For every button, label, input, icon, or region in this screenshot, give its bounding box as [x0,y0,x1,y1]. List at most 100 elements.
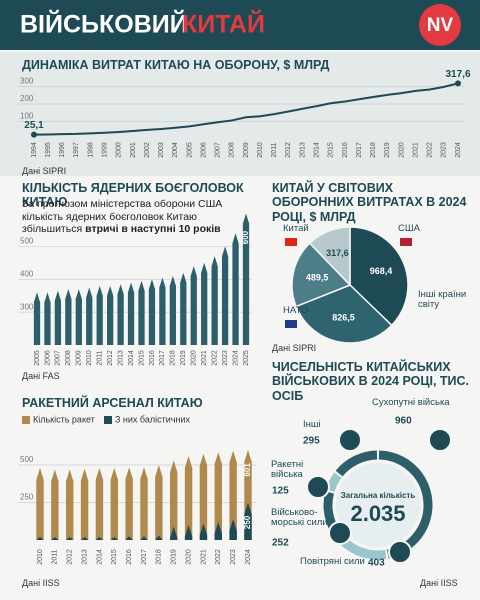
bar [214,522,222,540]
bar [80,468,89,540]
bar [66,537,74,540]
x-tick-label: 2005 [34,350,41,366]
x-tick-label: 2011 [271,142,278,157]
category-name: Сухопутні війська [372,397,450,408]
legend-label: Кількість ракет [33,414,95,424]
source: Дані IISS [22,578,60,588]
x-tick-label: 1995 [45,142,52,158]
x-tick-label: 2016 [126,549,133,565]
total-value: 2.035 [350,501,405,526]
bar [54,290,62,345]
bar [199,453,208,540]
bar [36,468,44,540]
bar [96,285,103,345]
x-tick-label: 2020 [185,549,192,565]
x-tick-label: 2013 [117,350,124,366]
bar [110,537,118,540]
category-icon [388,540,412,564]
slice-name: Китай [283,223,309,234]
value-label: 252 [272,538,289,549]
x-tick-label: 2012 [67,549,74,565]
bar [229,519,237,540]
x-tick-label: 2014 [128,350,135,366]
value-label: 960 [395,416,412,427]
bar [221,246,229,345]
value-label: 295 [303,436,320,447]
category-icon [328,521,352,545]
x-tick-label: 2021 [200,549,207,565]
pie-slice [308,226,351,287]
bar [169,276,176,345]
x-tick-label: 2016 [342,142,349,158]
x-tick-label: 2015 [328,142,335,158]
x-tick-label: 1997 [73,142,80,158]
bar [110,468,118,540]
x-tick-label: 2009 [76,350,83,366]
logo-circle [419,4,461,46]
bar [86,287,93,345]
x-tick-label: 2013 [299,142,306,158]
x-tick-label: 2014 [314,142,321,158]
line [33,82,459,136]
x-tick-label: 2000 [116,142,123,158]
bar [65,289,72,345]
x-tick-label: 2022 [211,350,218,366]
x-tick-label: 2019 [384,142,391,158]
x-tick-label: 2024 [245,549,252,565]
slice-name: США [398,223,420,234]
x-tick-label: 2017 [159,350,166,366]
bar [125,467,133,540]
header-title: ВІЙСЬКОВИЙ [20,9,188,39]
bar [184,456,193,540]
x-tick-label: 2010 [86,350,93,366]
category-name: Повітряні сили [300,556,365,567]
bar [36,537,44,540]
category-icon [428,428,452,452]
bar [33,292,41,345]
bar [140,536,148,540]
x-tick-label: 2006 [44,350,51,366]
category-name: Інші [303,419,321,430]
x-tick-label: 1994 [31,142,38,158]
x-tick-label: 2020 [191,350,198,366]
value-label: 600 [241,230,250,244]
x-tick-label: 2022 [215,549,222,565]
point [31,131,37,138]
x-tick-label: 2021 [201,350,208,366]
x-tick-label: 2003 [158,142,165,158]
total-caption: Загальна кількість [341,491,416,500]
x-tick-label: 2013 [81,549,88,565]
x-tick-label: 2020 [398,142,405,158]
bar [229,450,237,540]
x-tick-label: 2008 [65,350,72,366]
x-tick-label: 2008 [229,142,236,158]
point [455,80,461,87]
pie-slice [295,284,393,344]
flag-icon [285,320,297,328]
x-tick-label: 2024 [232,350,239,366]
value-label: 403 [368,558,385,569]
source: Дані IISS [420,578,458,588]
x-tick-label: 2004 [172,142,179,158]
x-tick-label: 2007 [55,350,62,366]
bar [214,452,222,540]
value-label: 968,4 [370,266,393,276]
bar [211,256,218,345]
value-label: 317,6 [445,69,470,80]
bar [51,469,59,540]
x-tick-label: 2010 [257,142,264,158]
bar [199,523,208,540]
x-tick-label: 1999 [102,142,109,158]
source: Дані SIPRI [22,166,67,176]
x-tick-label: 2006 [200,142,207,158]
value-label: 250 [243,515,252,529]
x-tick-label: 2010 [37,549,44,565]
x-tick-label: 2001 [130,142,137,158]
bar [170,526,178,540]
bar [80,537,89,540]
x-tick-label: 1996 [59,142,66,158]
x-tick-label: 2009 [243,142,250,158]
category-name: Військово-морські сили [271,507,328,529]
value-label: 826,5 [332,312,355,322]
